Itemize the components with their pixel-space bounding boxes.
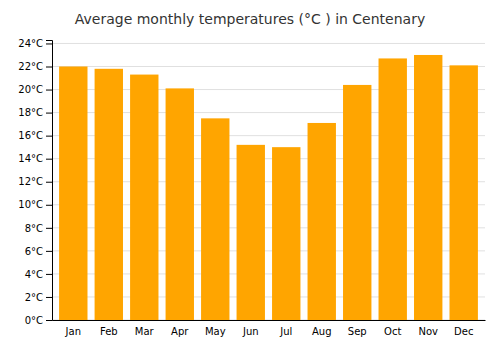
- tick-mark: [46, 136, 52, 137]
- tick-label: 4°C: [25, 269, 43, 280]
- x-tick: Dec: [454, 326, 473, 337]
- tick-label: 24°C: [18, 38, 43, 49]
- bar: [166, 88, 194, 320]
- tick-label: 10°C: [18, 199, 43, 210]
- tick-label: Apr: [171, 326, 189, 337]
- x-tick: Aug: [312, 326, 332, 337]
- x-axis: Jan Feb Mar Apr May Jun Jul Aug Sep Oct Nov Dec: [53, 321, 486, 338]
- tick-label: 20°C: [18, 84, 43, 95]
- bar: [237, 145, 265, 320]
- y-tick: 12°C: [18, 176, 52, 187]
- tick-label: 16°C: [18, 130, 43, 141]
- chart: 0°C 2°C 4°C 6°C 8°C 10°C 12°C 14°C 16°C 18°C 20°C 2…: [0, 0, 500, 350]
- plot: 0°C 2°C 4°C 6°C 8°C 10°C 12°C 14°C 16°C 18°C 20°C 2…: [18, 38, 485, 337]
- y-tick: 4°C: [25, 269, 52, 280]
- tick-label: Aug: [312, 326, 332, 337]
- axis-line: [53, 320, 486, 321]
- tick-label: 14°C: [18, 153, 43, 164]
- tick-label: 18°C: [18, 107, 43, 118]
- title: Average monthly temperatures (°C ) in Ce…: [75, 11, 425, 27]
- y-tick: 6°C: [25, 246, 52, 257]
- bar: [450, 65, 478, 320]
- tick-label: 0°C: [25, 315, 43, 326]
- tick-mark: [46, 297, 52, 298]
- x-tick: Jun: [242, 326, 259, 337]
- tick-mark: [46, 159, 52, 160]
- y-tick: 22°C: [18, 61, 52, 72]
- tick-label: Nov: [418, 326, 438, 337]
- tick-mark: [46, 182, 52, 183]
- bar: [130, 75, 158, 320]
- tick-label: Feb: [100, 326, 118, 337]
- tick-label: Jul: [279, 326, 292, 337]
- y-tick: 2°C: [25, 292, 52, 303]
- x-tick: Oct: [384, 326, 401, 337]
- bar: [201, 118, 229, 320]
- y-tick: 18°C: [18, 107, 52, 118]
- grid-line: [52, 43, 485, 44]
- tick-label: Jan: [65, 326, 81, 337]
- y-axis: 0°C 2°C 4°C 6°C 8°C 10°C 12°C 14°C 16°C 18°C 20°C 2…: [18, 38, 52, 326]
- tick-mark: [46, 67, 52, 68]
- x-tick: Feb: [100, 326, 118, 337]
- tick-mark: [46, 320, 52, 321]
- tick-mark: [46, 90, 52, 91]
- tick-label: Oct: [384, 326, 401, 337]
- tick-label: Mar: [135, 326, 155, 337]
- tick-label: 12°C: [18, 176, 43, 187]
- y-tick: 24°C: [18, 38, 52, 49]
- tick-label: May: [205, 326, 226, 337]
- tick-label: 22°C: [18, 61, 43, 72]
- x-tick: May: [205, 326, 226, 337]
- tick-label: Sep: [348, 326, 367, 337]
- tick-mark: [46, 113, 52, 114]
- tick-mark: [46, 228, 52, 229]
- bar: [379, 58, 407, 320]
- tick-label: Dec: [454, 326, 473, 337]
- tick-label: 6°C: [25, 246, 43, 257]
- bars: [59, 55, 478, 320]
- bar: [308, 123, 336, 320]
- y-tick: 20°C: [18, 84, 52, 95]
- bar: [343, 85, 371, 320]
- bar: [272, 147, 300, 320]
- tick-label: Jun: [242, 326, 259, 337]
- x-tick: Jul: [279, 326, 292, 337]
- x-tick: Mar: [135, 326, 155, 337]
- x-tick: Apr: [171, 326, 189, 337]
- y-tick: 10°C: [18, 199, 52, 210]
- tick-mark: [46, 251, 52, 252]
- axis-line: [46, 41, 53, 321]
- y-tick: 16°C: [18, 130, 52, 141]
- bar: [414, 55, 442, 320]
- tick-mark: [46, 43, 52, 44]
- tick-label: 8°C: [25, 223, 43, 234]
- bar: [95, 69, 123, 320]
- grid: [52, 43, 485, 320]
- x-tick: Jan: [65, 326, 81, 337]
- y-tick: 8°C: [25, 223, 52, 234]
- tick-label: 2°C: [25, 292, 43, 303]
- bar: [59, 67, 87, 320]
- tick-mark: [46, 274, 52, 275]
- x-tick: Sep: [348, 326, 367, 337]
- y-tick: 14°C: [18, 153, 52, 164]
- y-tick: 0°C: [25, 315, 52, 326]
- tick-mark: [46, 205, 52, 206]
- x-tick: Nov: [418, 326, 438, 337]
